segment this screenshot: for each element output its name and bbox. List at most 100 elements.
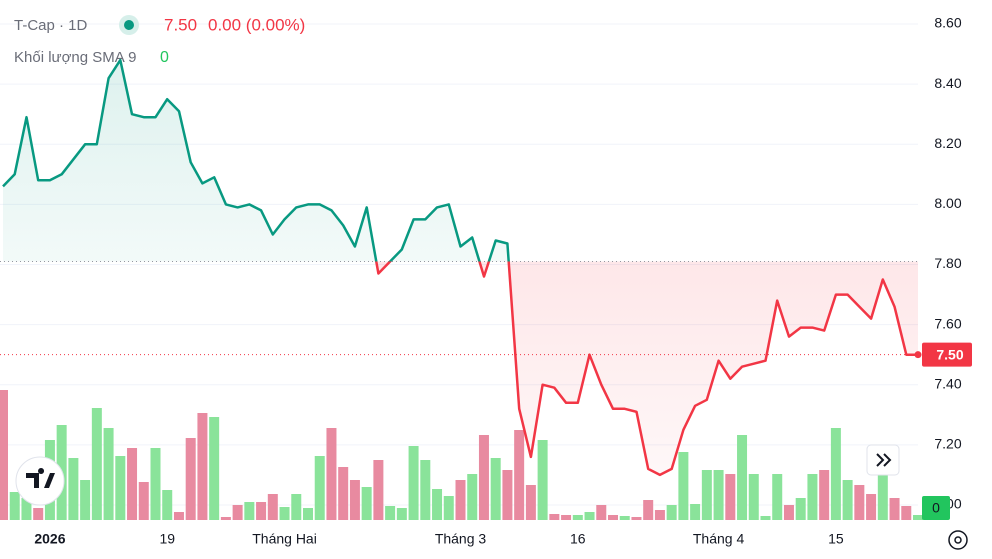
volume-bar bbox=[373, 460, 384, 520]
volume-bar bbox=[314, 456, 325, 520]
volume-bar bbox=[783, 505, 794, 520]
volume-bar bbox=[866, 494, 877, 520]
x-tick-label: Tháng 3 bbox=[435, 531, 487, 547]
volume-bar bbox=[0, 390, 8, 520]
volume-label-box bbox=[922, 496, 950, 520]
volume-bar bbox=[807, 474, 818, 520]
volume-label: 0 bbox=[932, 500, 940, 516]
y-tick-label: 8.40 bbox=[934, 75, 961, 91]
price-pane bbox=[0, 58, 922, 477]
volume-bar bbox=[256, 502, 267, 520]
scroll-to-realtime[interactable] bbox=[866, 444, 900, 476]
volume-bar bbox=[197, 413, 208, 520]
volume-bar bbox=[209, 417, 220, 520]
volume-bar bbox=[901, 506, 912, 520]
volume-bar bbox=[432, 489, 443, 520]
y-tick-label: 8.00 bbox=[934, 195, 961, 211]
volume-bar bbox=[244, 502, 255, 520]
volume-bar bbox=[725, 474, 736, 520]
last-point bbox=[914, 351, 922, 359]
volume-bar bbox=[303, 508, 313, 520]
volume-bar bbox=[772, 474, 783, 520]
volume-bar bbox=[173, 512, 184, 520]
volume-bar bbox=[631, 517, 642, 520]
x-tick-label: Tháng Hai bbox=[252, 531, 317, 547]
price-label: 7.50 bbox=[936, 346, 963, 362]
volume-pane bbox=[0, 390, 923, 520]
x-tick-label: 15 bbox=[828, 531, 844, 547]
x-tick-label: 2026 bbox=[34, 531, 65, 547]
volume-bar bbox=[267, 494, 278, 520]
y-tick-label: 7.40 bbox=[934, 375, 961, 391]
volume-bar bbox=[9, 492, 20, 520]
volume-bar bbox=[396, 508, 407, 520]
volume-bar bbox=[349, 480, 360, 520]
volume-bar bbox=[33, 508, 44, 520]
volume-bar bbox=[279, 507, 290, 520]
volume-sma: 0 bbox=[160, 49, 169, 66]
baseline-area bbox=[3, 60, 918, 475]
last-value: 7.50 bbox=[164, 15, 197, 34]
volume-bar bbox=[514, 430, 525, 520]
y-tick-label: 7.80 bbox=[934, 255, 961, 271]
volume-bar bbox=[608, 515, 618, 520]
volume-bar bbox=[291, 494, 302, 520]
y-tick-label: 7.60 bbox=[934, 315, 961, 331]
volume-bar bbox=[420, 460, 431, 520]
volume-bar bbox=[150, 448, 161, 520]
volume-bar bbox=[408, 446, 419, 520]
volume-bar bbox=[232, 505, 243, 520]
x-tick-label: 16 bbox=[570, 531, 586, 547]
volume-bar bbox=[678, 452, 689, 520]
volume-bar bbox=[467, 474, 478, 520]
volume-bar bbox=[21, 498, 32, 520]
volume-title: Khối lượng SMA 9 bbox=[14, 49, 136, 66]
volume-bar bbox=[572, 515, 583, 520]
volume-bar bbox=[854, 485, 865, 520]
volume-bar bbox=[819, 470, 830, 520]
price-line bbox=[2, 58, 918, 477]
volume-bar bbox=[490, 458, 501, 520]
volume-bar bbox=[889, 498, 900, 520]
volume-bar bbox=[795, 498, 806, 520]
volume-bar bbox=[478, 435, 489, 520]
settings-button[interactable] bbox=[948, 530, 968, 550]
volume-bar bbox=[103, 428, 114, 520]
volume-bar bbox=[338, 467, 349, 520]
volume-bar bbox=[842, 480, 853, 520]
volume-bar bbox=[91, 408, 102, 520]
volume-bar bbox=[666, 505, 677, 520]
volume-bar bbox=[115, 456, 126, 520]
volume-bar bbox=[80, 480, 91, 520]
volume-bar bbox=[701, 470, 712, 520]
x-tick-label: Tháng 4 bbox=[693, 531, 745, 547]
volume-bar bbox=[913, 515, 923, 520]
volume-bar bbox=[127, 448, 138, 520]
volume-bar bbox=[584, 512, 595, 520]
volume-bar bbox=[326, 428, 337, 520]
logo[interactable] bbox=[15, 456, 65, 506]
volume-bar bbox=[596, 505, 607, 520]
volume-bar bbox=[748, 474, 759, 520]
y-tick-label: 8.60 bbox=[934, 15, 961, 31]
volume-bar bbox=[361, 487, 372, 520]
volume-bar bbox=[502, 470, 513, 520]
volume-bar bbox=[619, 516, 630, 520]
volume-bar bbox=[643, 500, 654, 520]
volume-bar bbox=[385, 506, 396, 520]
volume-bar bbox=[737, 435, 748, 520]
volume-bar bbox=[138, 482, 149, 520]
volume-bar bbox=[443, 496, 454, 520]
x-tick-label: 19 bbox=[159, 531, 175, 547]
volume-bar bbox=[760, 516, 771, 520]
volume-bar bbox=[185, 438, 196, 520]
axes: 7.007.207.407.607.808.008.208.408.607.50… bbox=[34, 15, 972, 547]
volume-bar bbox=[713, 470, 724, 520]
y-tick-label: 7.20 bbox=[934, 436, 961, 452]
volume-bar bbox=[220, 517, 231, 520]
volume-bar bbox=[455, 480, 466, 520]
volume-bar bbox=[525, 485, 536, 520]
volume-bar bbox=[537, 440, 548, 520]
change: 0.00 (0.00%) bbox=[208, 15, 305, 34]
